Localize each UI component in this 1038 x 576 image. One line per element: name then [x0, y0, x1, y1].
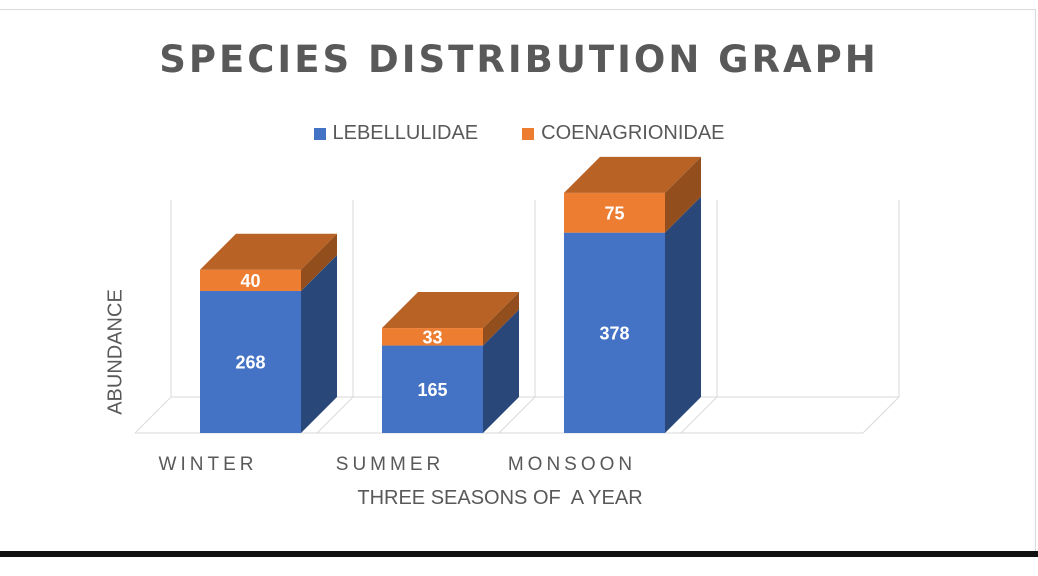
floor-divider: [316, 396, 354, 434]
x-tick-label-monsoon: MONSOON: [508, 454, 636, 475]
bar-top-monsoon: [564, 156, 701, 193]
bar-summer-lebellulidae: [382, 345, 483, 433]
legend-label-lebellulidae: LEBELLULIDAE: [332, 122, 479, 144]
floor-divider: [862, 396, 900, 434]
bar-side-monsoon-coenagrionidae: [665, 156, 701, 233]
plot-area: 268 40 WINTER 165 33 SUMMER 378 75 MONSOON: [134, 156, 900, 475]
x-axis-label: THREE SEASONS OF A YEAR: [357, 487, 643, 509]
x-tick-label-summer: SUMMER: [336, 454, 444, 475]
data-label-summer-coenagrionidae: 33: [422, 327, 442, 347]
bar-side-winter-coenagrionidae: [301, 233, 337, 291]
bar-side-summer-coenagrionidae: [483, 292, 519, 346]
floor-divider: [498, 396, 536, 434]
bottom-rule: [0, 551, 1038, 557]
bar-winter-coenagrionidae: [200, 269, 301, 291]
bar-monsoon-lebellulidae: [564, 232, 665, 433]
bar-monsoon-coenagrionidae: [564, 192, 665, 233]
legend-swatch-coenagrionidae: [522, 127, 535, 140]
legend-label-coenagrionidae: COENAGRIONIDAE: [541, 122, 725, 144]
floor-divider: [134, 396, 172, 434]
bar-winter-lebellulidae: [200, 290, 301, 433]
bar-summer-coenagrionidae: [382, 328, 483, 346]
chart-frame: [0, 9, 1036, 557]
bar-top-summer: [382, 292, 519, 329]
floor-divider: [680, 396, 718, 434]
data-label-winter-lebellulidae: 268: [235, 352, 265, 372]
bar-side-monsoon-lebellulidae: [665, 196, 701, 433]
data-label-winter-coenagrionidae: 40: [240, 271, 260, 291]
legend-item-coenagrionidae: COENAGRIONIDAE: [522, 122, 725, 145]
chart-title: SPECIES DISTRIBUTION GRAPH: [159, 38, 879, 81]
legend-item-lebellulidae: LEBELLULIDAE: [313, 122, 479, 145]
legend-swatch-lebellulidae: [313, 127, 326, 140]
data-label-monsoon-lebellulidae: 378: [599, 323, 629, 343]
bar-top-winter: [200, 233, 337, 270]
data-label-monsoon-coenagrionidae: 75: [604, 203, 624, 223]
bar-side-winter-lebellulidae: [301, 254, 337, 433]
x-tick-label-winter: WINTER: [159, 454, 258, 475]
legend: LEBELLULIDAE COENAGRIONIDAE: [0, 122, 1038, 145]
data-label-summer-lebellulidae: 165: [417, 380, 447, 400]
bar-side-summer-lebellulidae: [483, 309, 519, 433]
